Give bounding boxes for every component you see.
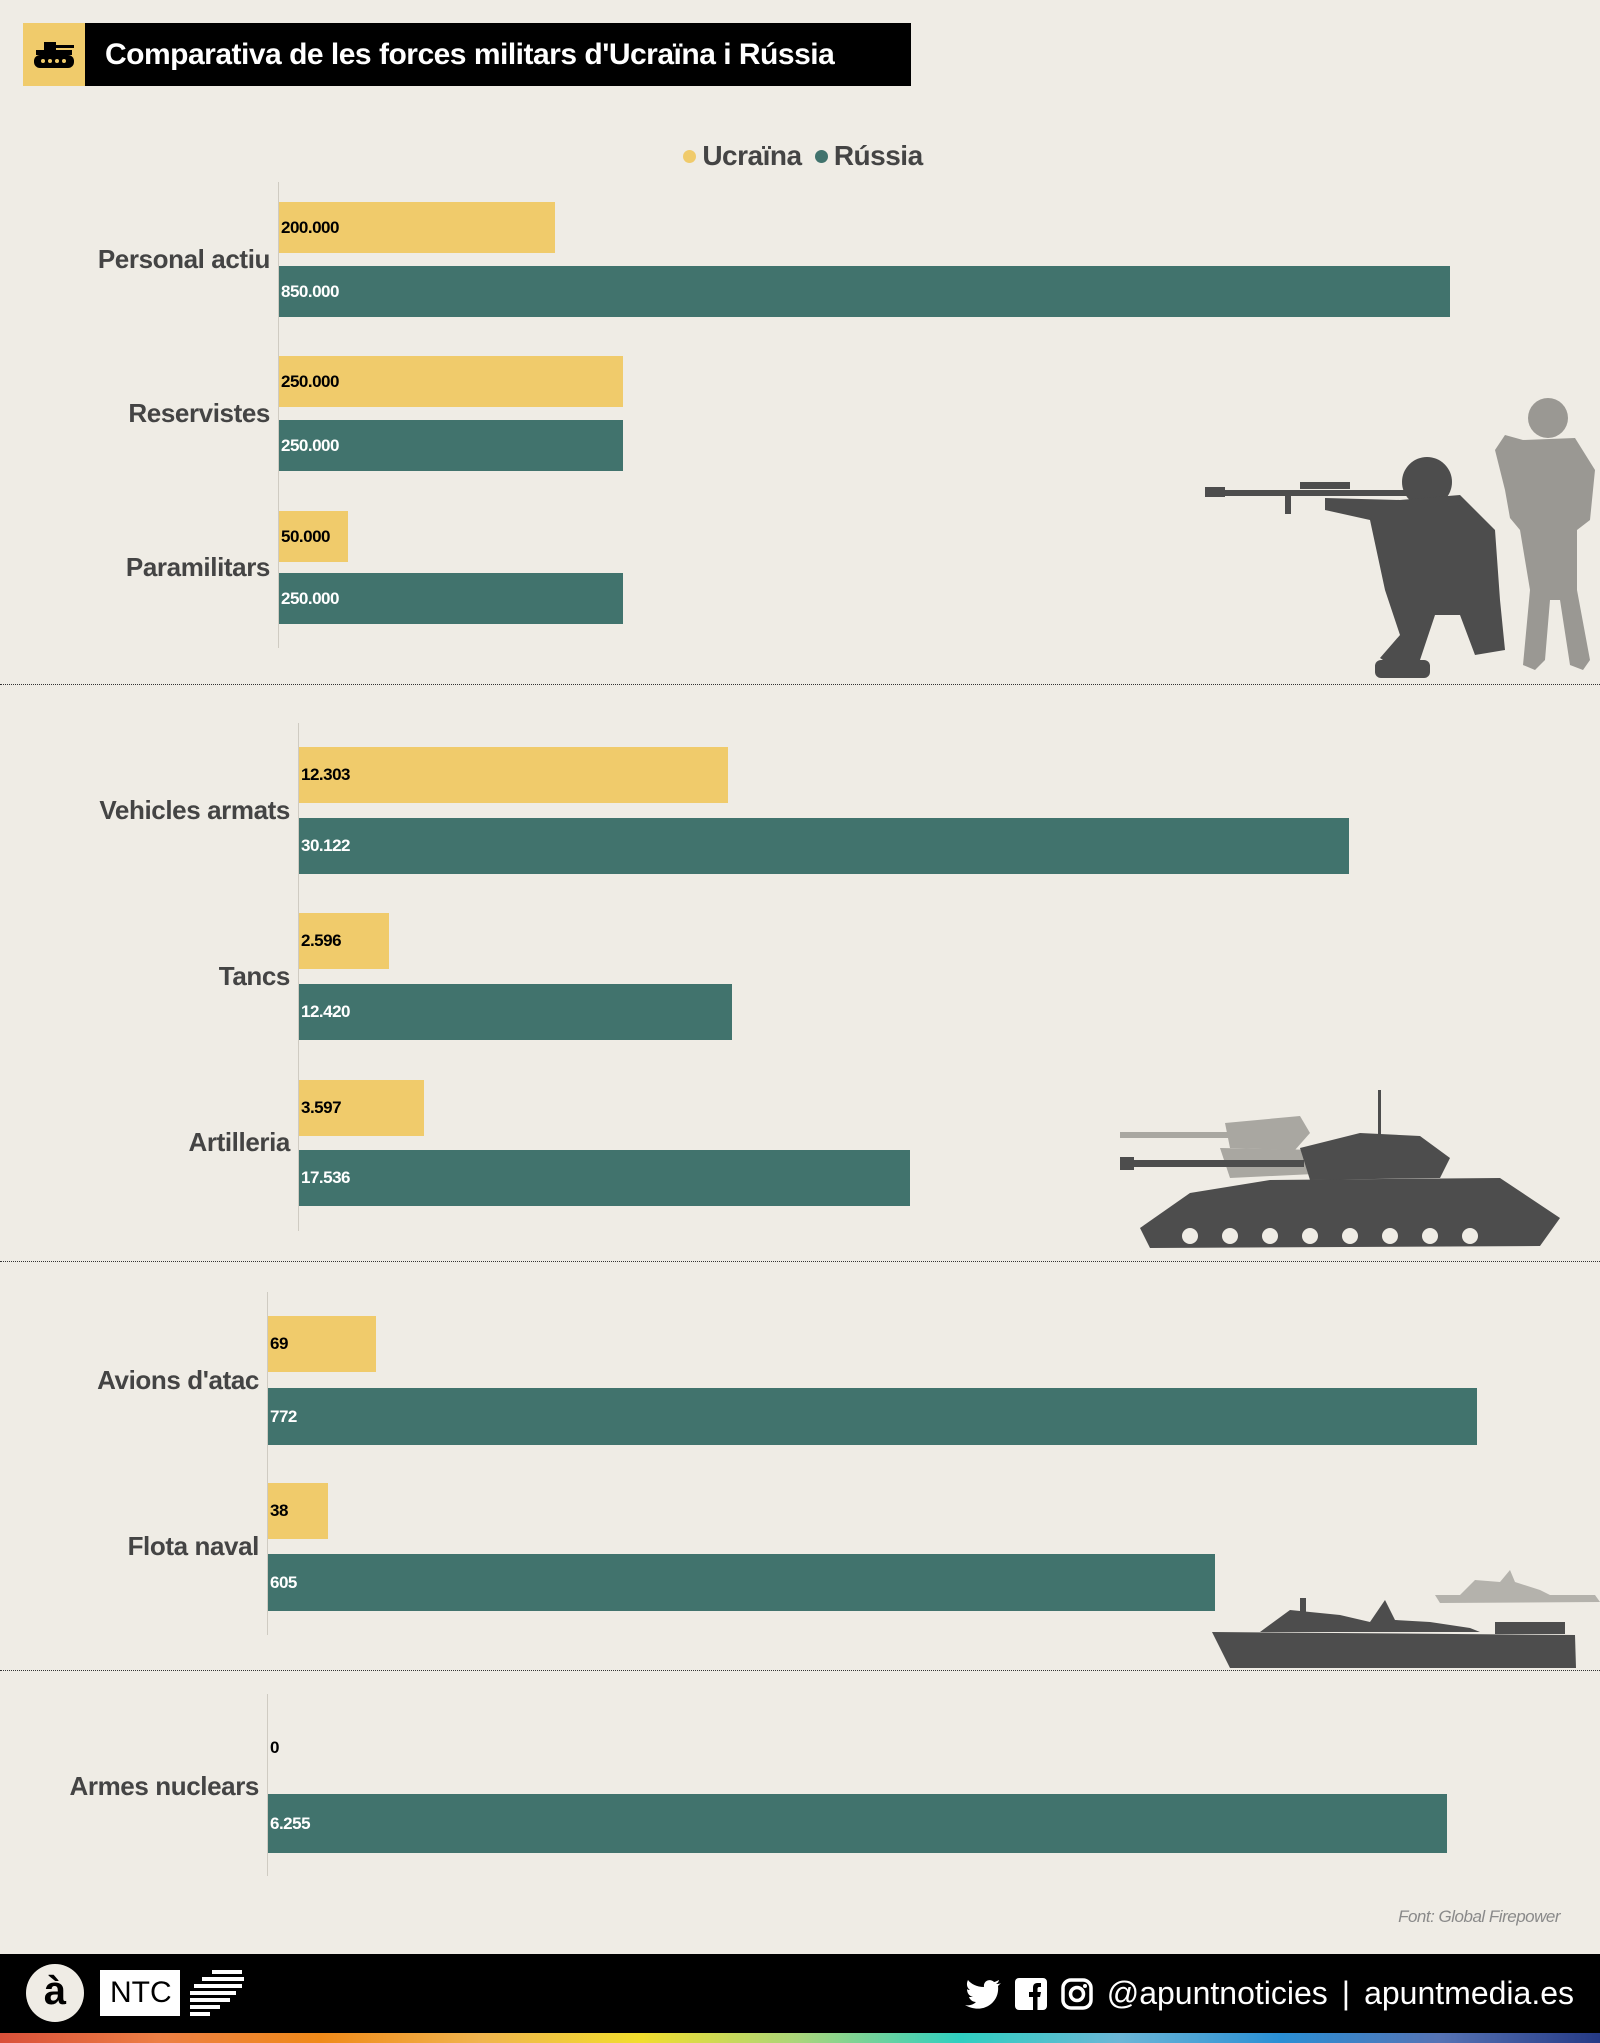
section-divider <box>0 684 1600 685</box>
section-divider <box>0 1261 1600 1262</box>
bar-russia <box>279 420 624 471</box>
bar-ukraine <box>279 202 555 253</box>
value-label-russia: 12.420 <box>301 1002 351 1021</box>
title-bar: Comparativa de les forces militars d'Ucr… <box>23 23 911 86</box>
bar-russia <box>279 266 1450 317</box>
category-label: Reservistes <box>128 397 270 428</box>
category-label: Vehicles armats <box>99 794 290 825</box>
value-label-russia: 17.536 <box>301 1168 351 1187</box>
bar-russia <box>299 818 1349 874</box>
warships-silhouette-icon <box>1212 1570 1600 1668</box>
bar-ukraine <box>299 1080 425 1136</box>
category-label: Flota naval <box>127 1531 260 1561</box>
category-label: Artilleria <box>188 1127 291 1157</box>
value-label-russia: 772 <box>270 1406 297 1426</box>
apunt-logo[interactable]: à <box>26 1964 84 2022</box>
footer-separator: | <box>1341 1975 1351 2011</box>
category-label: Armes nuclears <box>69 1770 259 1801</box>
section-divider <box>0 1670 1600 1671</box>
tank-icon <box>34 41 74 68</box>
value-label-russia: 605 <box>270 1572 297 1592</box>
value-label-ukraine: 200.000 <box>281 217 339 237</box>
axis-line <box>267 1292 268 1635</box>
bar-russia <box>268 1388 1477 1445</box>
value-label-ukraine: 250.000 <box>281 371 339 391</box>
axis-line <box>298 723 299 1231</box>
value-label-russia: 850.000 <box>281 281 339 301</box>
value-label-russia: 30.122 <box>301 836 351 855</box>
category-label: Personal actiu <box>97 243 271 274</box>
source-note: Font: Global Firepower <box>1398 1907 1560 1926</box>
bar-ukraine <box>279 356 624 407</box>
social-links: @apuntnoticies | apuntmedia.es <box>964 1954 1574 2033</box>
chart-title: Comparativa de les forces militars d'Ucr… <box>105 38 835 71</box>
ntc-logo-stripes-icon <box>190 1970 244 2016</box>
tank-silhouette-icon <box>1120 1090 1560 1248</box>
bar-ukraine <box>268 1316 377 1372</box>
facebook-icon[interactable] <box>1014 1977 1047 2010</box>
value-label-ukraine: 38 <box>270 1501 288 1520</box>
twitter-icon[interactable] <box>964 1979 1001 2009</box>
category-label: Avions d'atac <box>97 1364 259 1395</box>
category-label: Tancs <box>218 960 291 991</box>
ntc-logo[interactable]: NTC <box>100 1970 180 2016</box>
rainbow-stripe <box>0 2033 1600 2043</box>
bar-russia <box>279 573 624 624</box>
legend-label-russia: Rússia <box>833 140 923 171</box>
bar-russia <box>268 1794 1447 1853</box>
bar-ukraine <box>279 511 348 562</box>
footer: à NTC @apuntnoticies | apuntmedia.es <box>0 1954 1600 2033</box>
bar-ukraine <box>299 747 728 803</box>
axis-line <box>278 182 279 648</box>
category-label: Paramilitars <box>125 551 270 582</box>
bar-russia <box>299 1150 911 1206</box>
axis-line <box>267 1694 268 1876</box>
bar-ukraine <box>299 913 390 969</box>
value-label-ukraine: 69 <box>270 1334 288 1353</box>
bar-russia <box>268 1554 1216 1611</box>
bar-russia <box>299 984 732 1040</box>
legend: Ucraïna Rússia <box>0 140 1600 172</box>
value-label-russia: 250.000 <box>281 588 339 608</box>
value-label-ukraine: 0 <box>270 1738 279 1757</box>
legend-label-ukraine: Ucraïna <box>702 140 802 171</box>
soldiers-silhouette-icon <box>1205 398 1595 678</box>
title-icon-box <box>23 23 85 86</box>
value-label-ukraine: 2.596 <box>301 931 342 950</box>
value-label-ukraine: 50.000 <box>281 526 331 546</box>
value-label-ukraine: 12.303 <box>301 765 351 784</box>
bar-ukraine <box>268 1483 328 1539</box>
legend-dot-russia <box>814 149 828 163</box>
instagram-icon[interactable] <box>1060 1977 1093 2010</box>
legend-dot-ukraine <box>683 149 697 163</box>
social-handle[interactable]: @apuntnoticies <box>1106 1975 1328 2011</box>
website-link[interactable]: apuntmedia.es <box>1364 1975 1574 2011</box>
value-label-ukraine: 3.597 <box>301 1098 342 1117</box>
value-label-russia: 250.000 <box>281 435 339 455</box>
value-label-russia: 6.255 <box>270 1813 311 1833</box>
